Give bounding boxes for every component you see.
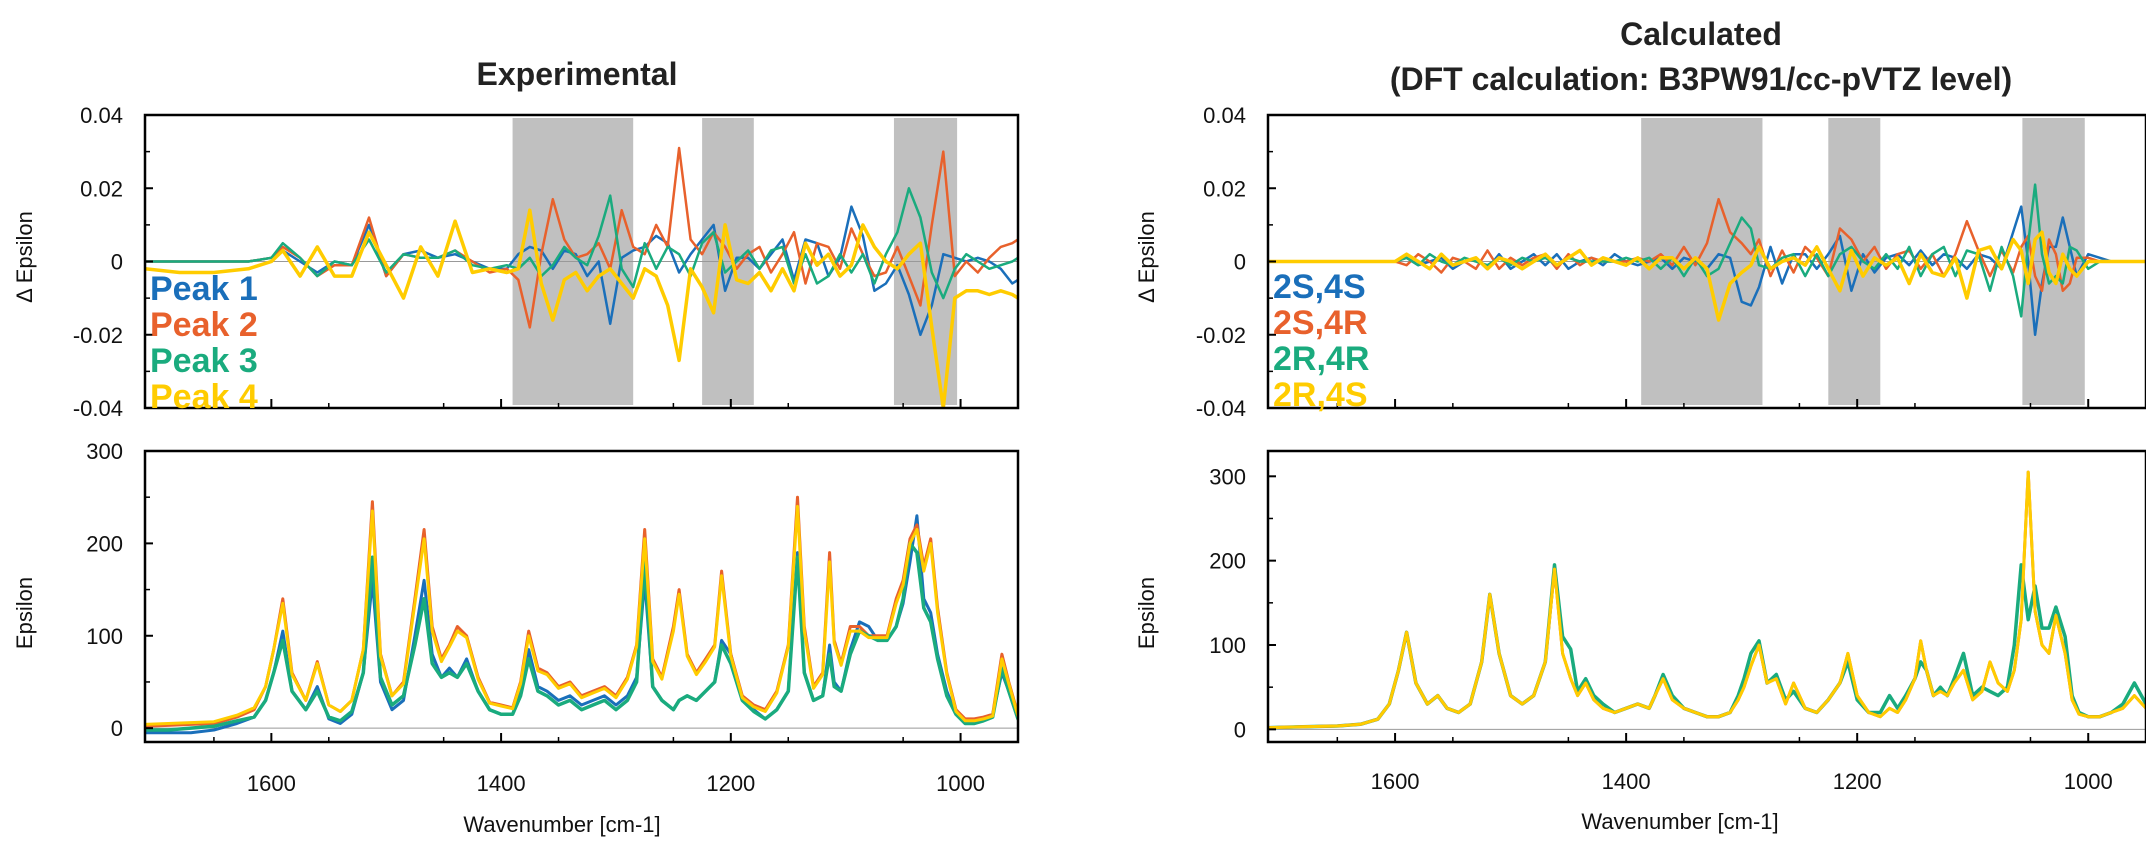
x-tick-label: 1200 xyxy=(706,771,755,796)
y-tick-label: 0 xyxy=(111,250,123,275)
x-tick-label: 1400 xyxy=(477,771,526,796)
y-tick-label: 0.04 xyxy=(1203,103,1246,128)
x-tick-label: 1600 xyxy=(247,771,296,796)
exp-cd-ylabel: Δ Epsilon xyxy=(12,211,37,303)
y-tick-label: -0.02 xyxy=(73,323,123,348)
calc-abs-ylabel: Epsilon xyxy=(1134,577,1159,649)
series-line-2s-4s xyxy=(1268,205,2146,337)
x-tick-label: 1600 xyxy=(1371,769,1420,794)
legend-entry: 2R,4S xyxy=(1273,376,1368,414)
legend-entry: 2S,4R xyxy=(1273,304,1368,342)
plot-frame xyxy=(1266,449,2146,744)
y-tick-label: -0.04 xyxy=(73,396,123,421)
series-line-2r-4r xyxy=(1268,563,2146,730)
y-tick-label: 100 xyxy=(86,624,123,649)
exp-xlabel: Wavenumber [cm-1] xyxy=(463,812,660,837)
y-tick-label: 200 xyxy=(86,531,123,556)
series-line-peak-3 xyxy=(145,541,1018,732)
y-tick-label: -0.02 xyxy=(1196,323,1246,348)
y-tick-label: 0 xyxy=(1234,250,1246,275)
calculated-subtitle: (DFT calculation: B3PW91/cc-pVTZ level) xyxy=(1390,61,2012,97)
x-tick-label: 1000 xyxy=(936,771,985,796)
legend-entry: 2S,4S xyxy=(1273,268,1366,306)
y-tick-label: -0.04 xyxy=(1196,396,1246,421)
y-tick-label: 0.02 xyxy=(1203,176,1246,201)
y-tick-label: 200 xyxy=(1209,549,1246,574)
y-tick-label: 0.04 xyxy=(80,103,123,128)
legend-entry: 2R,4R xyxy=(1273,340,1369,378)
exp-abs-ylabel: Epsilon xyxy=(12,577,37,649)
series-line-peak-2 xyxy=(145,495,1018,728)
series-group xyxy=(1268,470,2146,730)
y-tick-label: 0 xyxy=(111,716,123,741)
y-tick-label: 100 xyxy=(1209,633,1246,658)
calc-xlabel: Wavenumber [cm-1] xyxy=(1581,809,1778,834)
calc-cd-ylabel: Δ Epsilon xyxy=(1134,211,1159,303)
experimental-title: Experimental xyxy=(477,56,678,92)
series-line-2r-4s xyxy=(1268,470,2146,730)
y-tick-label: 0 xyxy=(1234,717,1246,742)
series-line-2r-4s xyxy=(1268,230,2146,322)
y-tick-label: 300 xyxy=(86,439,123,464)
series-group xyxy=(1268,183,2146,337)
x-tick-label: 1000 xyxy=(2064,769,2113,794)
series-group xyxy=(145,495,1018,735)
plot-frame xyxy=(143,449,1020,744)
series-group xyxy=(145,146,1018,408)
series-line-peak-4 xyxy=(145,504,1018,726)
x-tick-label: 1200 xyxy=(1833,769,1882,794)
legend-entry: Peak 4 xyxy=(150,378,258,416)
legend-entry: Peak 1 xyxy=(150,270,258,308)
series-line-peak-1 xyxy=(145,514,1018,735)
series-line-2s-4r xyxy=(1268,197,2146,293)
x-tick-label: 1400 xyxy=(1602,769,1651,794)
y-tick-label: 0.02 xyxy=(80,176,123,201)
calculated-title: Calculated xyxy=(1620,16,1782,52)
legend-entry: Peak 2 xyxy=(150,306,258,344)
y-tick-label: 300 xyxy=(1209,464,1246,489)
legend-entry: Peak 3 xyxy=(150,342,258,380)
series-line-2s-4r xyxy=(1268,470,2146,730)
series-line-peak-3 xyxy=(145,187,1018,300)
series-line-peak-4 xyxy=(145,208,1018,408)
